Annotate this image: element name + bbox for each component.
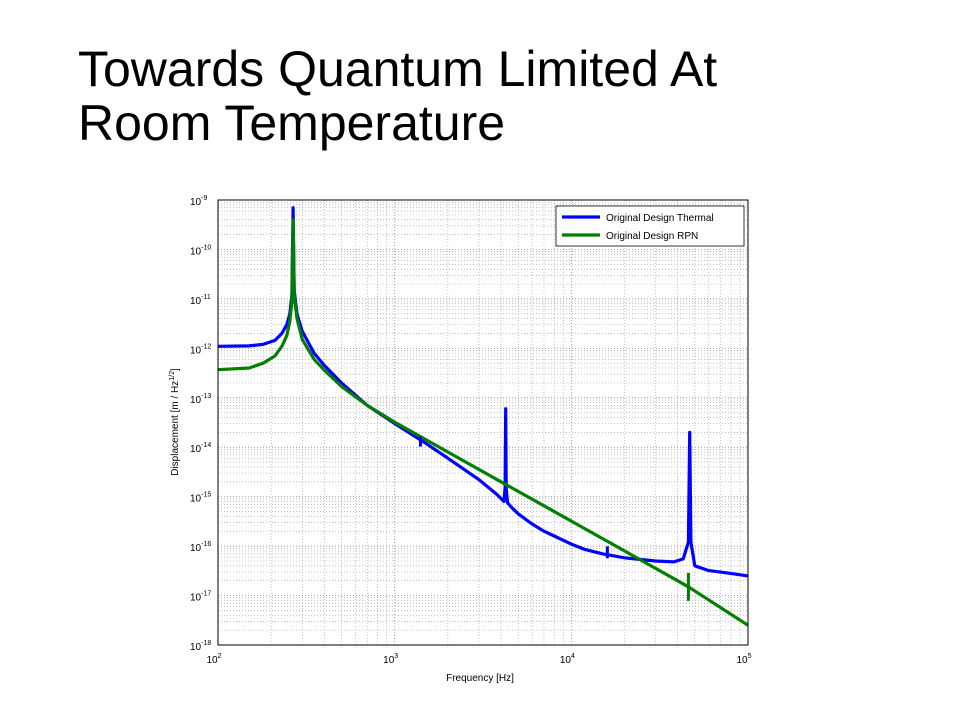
y-tick-label: 10-11 (190, 294, 211, 307)
plot-background (218, 200, 748, 645)
y-axis-label-sup: 1/2 (169, 371, 176, 381)
plot-border (217, 199, 749, 646)
x-tick-label: 104 (560, 653, 575, 666)
series-extra-ticks (418, 436, 690, 601)
x-tick-label: 102 (206, 653, 221, 666)
legend-box (555, 205, 745, 247)
y-tick-label: 10-13 (190, 393, 211, 406)
x-axis-label: Frequency [Hz] (446, 673, 514, 684)
slide-title-line-1: Towards Quantum Limited At (78, 42, 718, 97)
legend-label-thermal: Original Design Thermal (606, 213, 714, 224)
plot-area (218, 200, 748, 645)
slide-title-line-2: Room Temperature (78, 95, 506, 151)
x-tick-label: 103 (383, 653, 398, 666)
y-tick-label: 10-15 (190, 492, 211, 505)
plot-frame (217, 199, 749, 646)
y-axis-label-end: ] (170, 368, 181, 371)
slide-title: Towards Quantum Limited At Room Temperatu… (78, 42, 938, 160)
minor-grid (218, 200, 748, 645)
x-tick-labels: 102 103 104 105 (206, 653, 751, 666)
y-axis-label-main: Displacement [m / Hz (170, 381, 181, 476)
y-tick-label: 10-14 (190, 442, 211, 455)
y-axis-label: Displacement [m / Hz1/2] (169, 368, 181, 476)
series-lines (217, 206, 749, 627)
y-tick-labels: 10-9 10-10 10-11 10-12 10-13 10-14 10-15 10-16 1… (190, 195, 211, 653)
legend-label-rpn: Original Design RPN (606, 231, 698, 242)
y-tick-label: 10-18 (190, 640, 211, 653)
legend: Original Design Thermal Original Design R… (555, 205, 745, 247)
y-tick-label: 10-9 (190, 195, 207, 208)
y-tick-label: 10-10 (190, 244, 211, 257)
x-tick-label: 105 (736, 653, 751, 666)
y-tick-label: 10-12 (190, 343, 211, 356)
y-tick-label: 10-16 (190, 541, 211, 554)
y-tick-label: 10-17 (190, 591, 211, 604)
series-line-rpn (217, 218, 749, 627)
